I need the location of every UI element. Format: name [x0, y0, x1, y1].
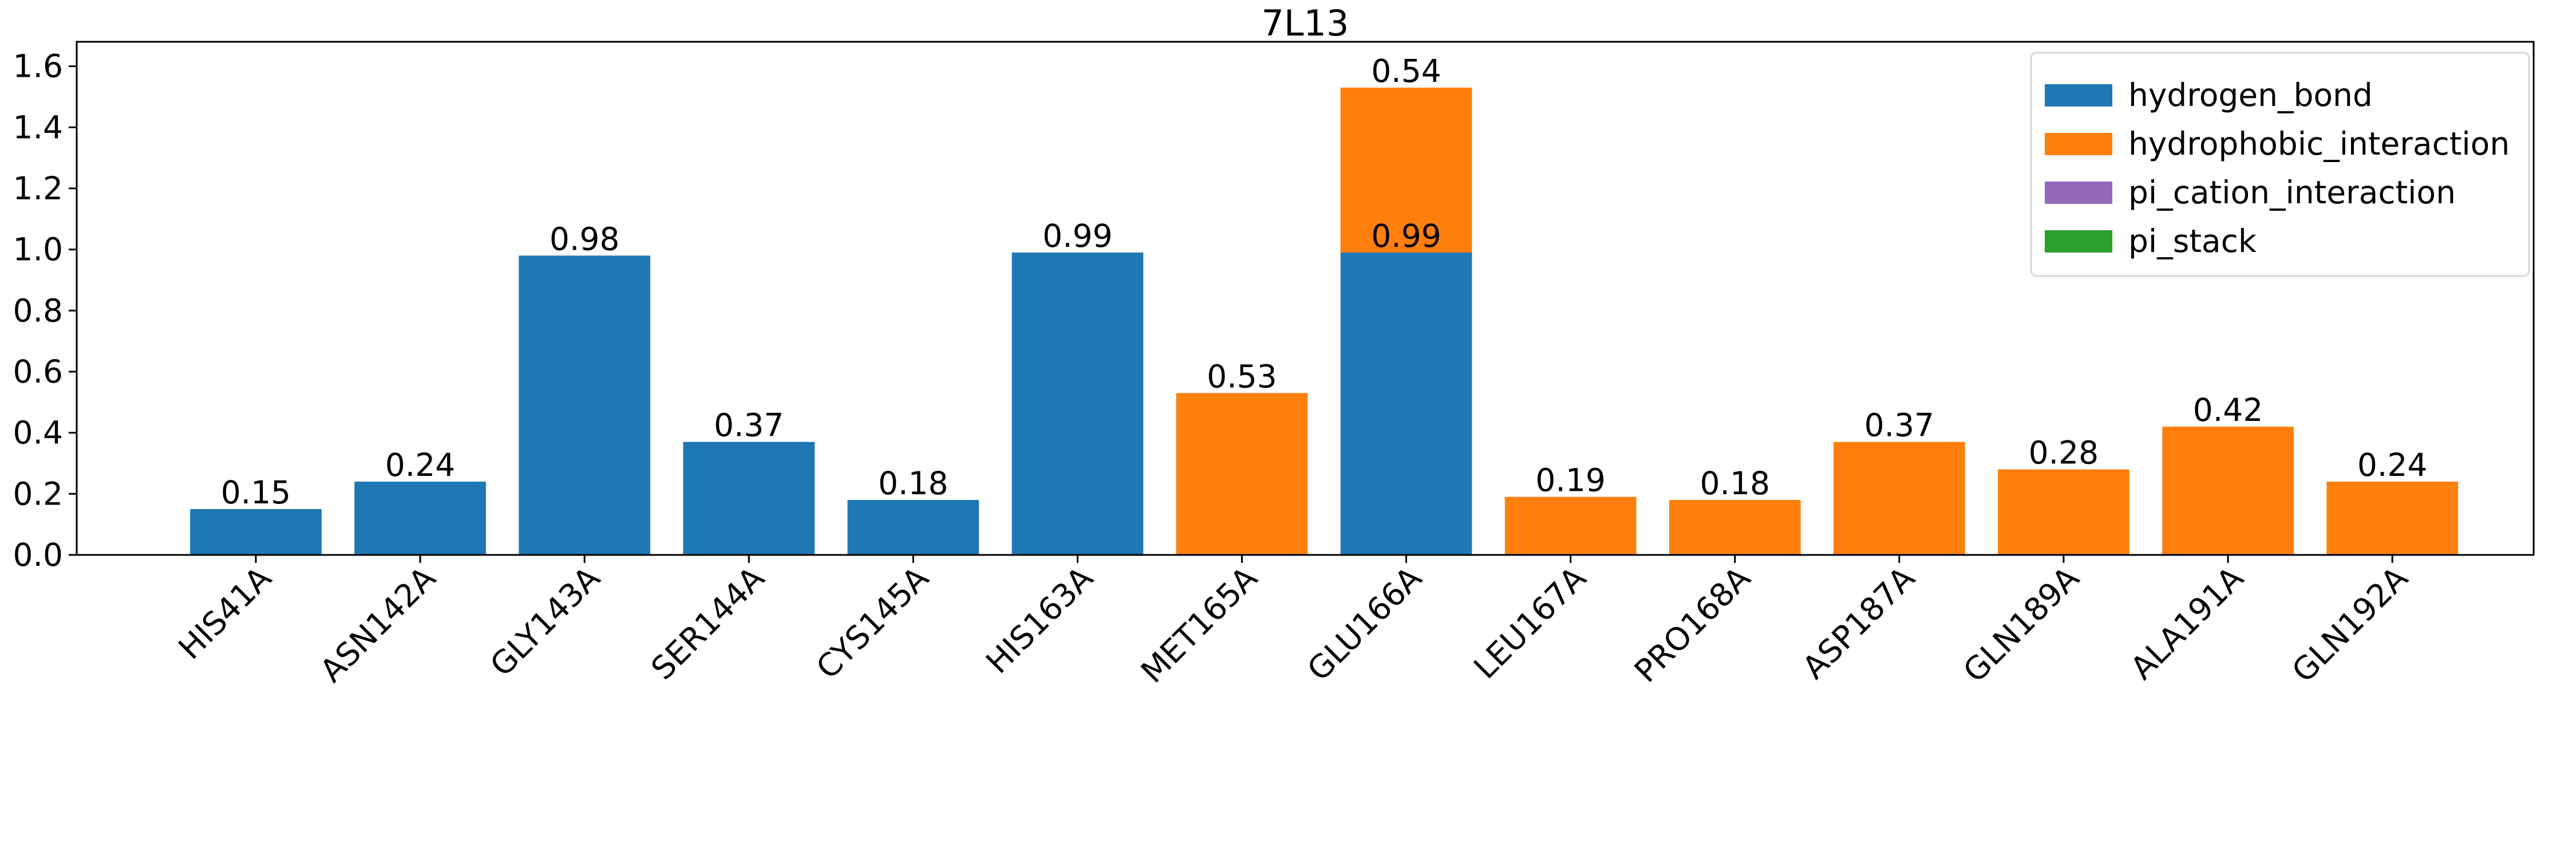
legend-label: pi_stack [2128, 223, 2257, 259]
chart-title: 7L13 [1262, 2, 1349, 44]
bar-hydrophobic_interaction-GLN192A [2326, 482, 2458, 555]
data-label: 0.19 [1535, 462, 1605, 499]
x-tick-label: MET165A [1134, 559, 1265, 690]
x-tick-label: GLU166A [1300, 559, 1429, 688]
bar-hydrophobic_interaction-GLN189A [1998, 469, 2129, 555]
data-label: 0.18 [1700, 465, 1770, 502]
bar-hydrogen_bond-HIS163A [1012, 253, 1144, 555]
y-tick-label: 0.4 [13, 415, 63, 451]
legend-box [2030, 52, 2530, 277]
bar-hydrophobic_interaction-GLU166A [1340, 88, 1472, 253]
bar-hydrophobic_interaction-MET165A [1176, 393, 1308, 555]
legend-label: pi_cation_interaction [2128, 174, 2456, 211]
x-tick-label: GLN189A [1956, 559, 2086, 689]
legend-label: hydrophobic_interaction [2128, 125, 2510, 162]
y-tick-label: 1.2 [13, 170, 63, 207]
data-label: 0.15 [221, 474, 291, 511]
data-label: 0.54 [1371, 53, 1441, 89]
y-tick-label: 1.4 [13, 109, 63, 145]
y-tick-label: 0.6 [13, 353, 63, 390]
data-label: 0.99 [1371, 218, 1441, 254]
bar-hydrophobic_interaction-ASP187A [1833, 442, 1965, 555]
bar-hydrogen_bond-CYS145A [847, 500, 979, 555]
data-label: 0.28 [2029, 435, 2099, 471]
legend-swatch-pi_cation_interaction [2045, 182, 2112, 204]
x-tick-label: LEU167A [1467, 559, 1593, 686]
x-tick-label: PRO168A [1627, 559, 1757, 689]
legend-label: hydrogen_bond [2128, 77, 2373, 113]
bar-hydrogen_bond-GLU166A [1340, 253, 1472, 555]
bar-hydrogen_bond-SER144A [683, 442, 815, 555]
x-tick-label: HIS41A [171, 559, 278, 667]
plot-frame [76, 41, 2535, 556]
x-tick-label: ASP187A [1795, 559, 1922, 686]
legend-swatch-hydrogen_bond [2045, 84, 2112, 107]
data-label: 0.42 [2193, 392, 2263, 428]
x-tick-label: GLY143A [483, 559, 607, 684]
y-tick-label: 1.6 [13, 48, 63, 85]
data-label: 0.98 [550, 220, 619, 257]
x-tick-label: CYS145A [809, 559, 935, 686]
x-tick-label: ASN142A [313, 559, 443, 689]
x-tick-label: ALA191A [2123, 559, 2250, 687]
bar-hydrogen_bond-GLY143A [519, 255, 650, 555]
bar-hydrogen_bond-ASN142A [354, 482, 486, 555]
data-label: 0.37 [1864, 407, 1934, 444]
bar-hydrophobic_interaction-PRO168A [1669, 500, 1801, 555]
legend-swatch-hydrophobic_interaction [2045, 133, 2112, 155]
bar-hydrophobic_interaction-ALA191A [2162, 427, 2294, 555]
data-label: 0.37 [714, 407, 784, 444]
data-label: 0.24 [2357, 447, 2427, 483]
x-tick-label: GLN192A [2285, 559, 2415, 689]
data-label: 0.24 [385, 447, 455, 483]
legend: hydrogen_bond hydrophobic_interaction pi_c… [2030, 52, 2530, 277]
data-label: 0.53 [1207, 358, 1277, 395]
y-tick-label: 1.0 [13, 231, 63, 268]
data-label: 0.18 [878, 465, 948, 502]
bar-hydrogen_bond-HIS41A [190, 509, 322, 555]
y-tick-label: 0.0 [13, 537, 63, 573]
y-tick-label: 0.2 [13, 475, 63, 512]
legend-swatch-pi_stack [2045, 230, 2112, 253]
y-tick-label: 0.8 [13, 292, 63, 329]
bar-hydrophobic_interaction-LEU167A [1504, 497, 1637, 555]
x-tick-label: SER144A [644, 559, 772, 687]
x-tick-label: HIS163A [979, 559, 1100, 681]
data-label: 0.99 [1042, 218, 1112, 254]
